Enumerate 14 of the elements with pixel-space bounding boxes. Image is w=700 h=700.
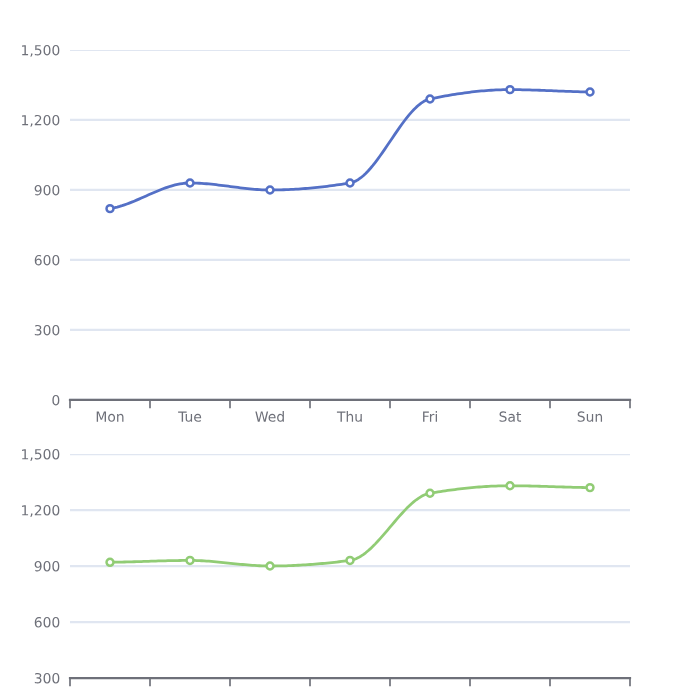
- point: [505, 84, 515, 95]
- point: [265, 185, 275, 195]
- point: [425, 94, 435, 104]
- point: [425, 488, 435, 498]
- point: [345, 178, 355, 188]
- point: [105, 557, 115, 568]
- point: [105, 203, 115, 214]
- point: [585, 87, 595, 97]
- point: [185, 178, 195, 188]
- point: [585, 482, 595, 493]
- point: [505, 481, 515, 491]
- point: [185, 555, 195, 566]
- point: [345, 555, 355, 566]
- point: [265, 561, 275, 571]
